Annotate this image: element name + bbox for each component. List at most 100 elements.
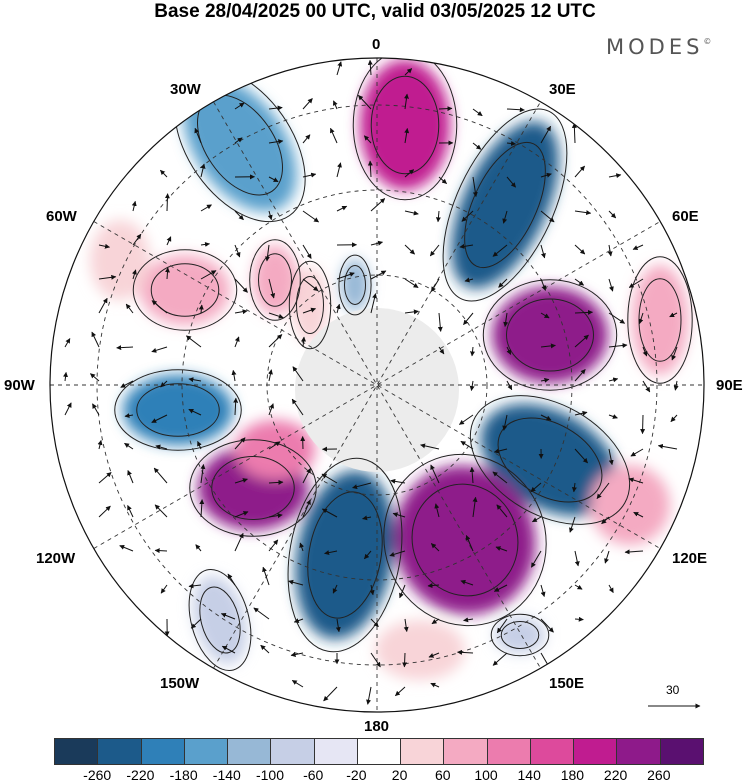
wind-arrow xyxy=(463,617,474,623)
meridian-line xyxy=(93,221,661,549)
colorbar-ticks: -260 -220 -180 -140 -100 -60 -20 20 60 100 140 180 2… xyxy=(54,767,702,783)
wind-vectors xyxy=(63,59,679,705)
wind-arrow xyxy=(465,535,474,552)
wind-arrow xyxy=(131,200,137,212)
wind-arrow xyxy=(506,107,525,113)
wind-arrow xyxy=(92,403,100,416)
wind-arrow xyxy=(496,618,508,634)
contour-line xyxy=(411,483,519,597)
wind-arrow xyxy=(492,244,508,257)
wind-arrow xyxy=(352,482,372,490)
wind-arrow xyxy=(438,106,453,112)
contour-line xyxy=(469,395,631,525)
wind-arrow xyxy=(268,105,283,111)
wind-arrow xyxy=(574,448,588,464)
wind-arrow xyxy=(502,210,508,224)
graticule xyxy=(50,58,704,712)
colorbar-swatch xyxy=(357,739,402,764)
colorbar-tick-label: 260 xyxy=(647,767,671,783)
wind-arrow xyxy=(435,210,441,223)
wind-arrow xyxy=(506,176,516,188)
wind-arrow xyxy=(464,277,474,283)
wind-arrow xyxy=(395,686,406,697)
contour-line xyxy=(211,456,295,520)
wind-arrow xyxy=(604,550,610,564)
colorbar xyxy=(54,738,704,765)
wind-arrow xyxy=(234,137,243,144)
wind-arrow xyxy=(293,618,304,623)
colorbar-swatch xyxy=(487,739,531,764)
colorbar-swatch xyxy=(141,739,185,764)
wind-arrow xyxy=(98,297,108,314)
contour-line xyxy=(352,58,458,201)
wind-arrow xyxy=(390,478,406,484)
colorbar-tick-label: 180 xyxy=(560,767,585,783)
wind-arrow xyxy=(472,142,482,150)
wind-arrow xyxy=(430,464,440,484)
wind-arrow xyxy=(127,505,134,518)
wind-arrow xyxy=(234,437,246,450)
wind-arrow xyxy=(234,102,245,110)
wind-arrow xyxy=(530,550,542,568)
colorbar-tick-label: -140 xyxy=(212,767,241,783)
wind-arrow xyxy=(166,236,172,246)
wind-arrow xyxy=(302,244,312,259)
wind-arrow xyxy=(268,539,279,552)
wind-arrow xyxy=(151,414,168,423)
wind-arrow xyxy=(332,100,338,110)
colorbar-swatch xyxy=(530,739,575,764)
lon-label-60e: 60E xyxy=(672,208,699,225)
wind-arrow xyxy=(262,566,270,586)
wind-arrow xyxy=(132,233,142,246)
wind-arrow xyxy=(367,160,373,178)
wind-arrow xyxy=(234,210,244,221)
wind-arrow xyxy=(234,532,244,552)
wind-arrow xyxy=(540,377,550,383)
contour-line xyxy=(249,239,301,321)
wind-arrow xyxy=(98,472,112,484)
wind-arrow xyxy=(571,122,577,144)
contour-line xyxy=(199,586,241,654)
wind-arrow xyxy=(669,312,678,318)
contour-line xyxy=(114,369,242,451)
wind-arrow xyxy=(540,584,546,597)
wind-arrow xyxy=(234,278,248,293)
wind-arrow xyxy=(233,397,239,416)
wind-arrow xyxy=(638,312,644,325)
wind-arrow xyxy=(221,645,236,654)
wind-arrow xyxy=(399,584,406,599)
wind-arrow xyxy=(640,414,646,435)
wind-arrow xyxy=(366,686,372,705)
wind-arrow xyxy=(608,312,626,324)
wind-arrow xyxy=(540,244,546,259)
map-border xyxy=(49,57,705,713)
lon-label-30e: 30E xyxy=(549,81,576,98)
wind-arrow xyxy=(404,244,415,255)
polar-map xyxy=(49,57,705,713)
anomaly-cell xyxy=(295,470,395,640)
meridian-line xyxy=(213,101,541,669)
wind-arrow xyxy=(420,443,440,450)
colorbar-tick-label: 220 xyxy=(603,767,628,783)
wind-arrow xyxy=(434,503,440,518)
wind-arrow xyxy=(195,544,202,552)
wind-arrow xyxy=(628,278,644,288)
wind-arrow xyxy=(362,515,372,521)
wind-arrow xyxy=(392,512,406,518)
wind-arrow xyxy=(301,336,307,348)
wind-arrow xyxy=(430,278,440,292)
wind-arrow xyxy=(404,309,419,315)
anomaly-cell xyxy=(632,265,688,375)
wind-arrow xyxy=(292,366,304,382)
wind-arrow xyxy=(608,414,618,419)
wind-arrow xyxy=(268,334,283,348)
anomaly-cell xyxy=(90,220,150,300)
wind-arrow xyxy=(91,331,100,348)
wind-arrow xyxy=(336,61,343,76)
wind-arrow xyxy=(330,127,338,144)
wind-arrow xyxy=(124,413,134,419)
wind-arrow xyxy=(574,334,589,348)
contour-line xyxy=(307,491,383,619)
wind-arrow xyxy=(370,293,377,314)
wind-arrow xyxy=(370,652,381,668)
